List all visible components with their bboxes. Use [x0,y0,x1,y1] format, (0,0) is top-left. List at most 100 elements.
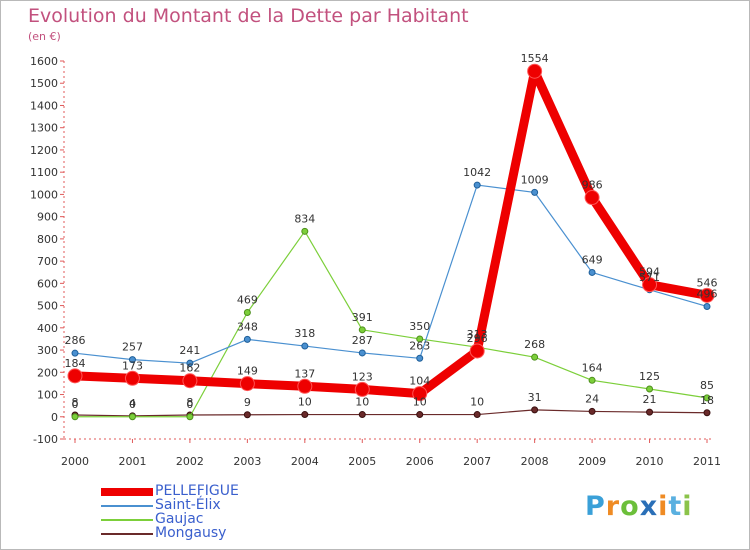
data-point-gaujac [703,394,711,402]
data-label-gaujac: 268 [524,338,545,351]
x-tick-label: 2011 [693,455,721,468]
data-point-saint-elix [358,349,366,357]
proxiti-logo[interactable]: Proxiti [585,491,693,522]
data-point-saint-elix [703,302,711,310]
y-tick-label: 1100 [30,166,58,179]
data-label-gaujac: 0 [72,398,79,411]
data-label-gaujac: 313 [467,328,488,341]
data-label-saint-elix: 1042 [463,166,491,179]
y-tick-label: 700 [37,255,58,268]
data-point-mongausy [416,411,424,419]
data-label-mongausy: 18 [700,394,714,407]
y-tick-label: 900 [37,211,58,224]
data-label-saint-elix: 287 [352,334,373,347]
data-label-mongausy: 10 [298,396,312,409]
data-point-mongausy [703,409,711,417]
legend-label: PELLEFIGUE [155,483,239,499]
data-point-saint-elix [416,354,424,362]
data-point-gaujac [588,376,596,384]
data-point-saint-elix [588,268,596,276]
y-tick-label: 1500 [30,77,58,90]
data-label-saint-elix: 241 [179,344,200,357]
data-label-saint-elix: 496 [697,287,718,300]
data-label-mongausy: 10 [355,396,369,409]
y-tick-label: 300 [37,344,58,357]
data-label-saint-elix: 318 [294,327,315,340]
data-label-gaujac: 391 [352,311,373,324]
data-point-mongausy [646,408,654,416]
data-label-saint-elix: 649 [582,253,603,266]
y-tick-label: 1600 [30,55,58,68]
x-tick-label: 2001 [118,455,146,468]
data-point-saint-elix [243,335,251,343]
series-line-mongausy [74,409,708,417]
data-point-pellefigue [699,287,715,303]
x-tick-label: 2010 [636,455,664,468]
data-point-pellefigue [469,343,485,359]
data-label-gaujac: 834 [294,212,315,225]
data-point-saint-elix [71,349,79,357]
data-label-pellefigue: 546 [697,276,718,289]
data-label-saint-elix: 257 [122,341,143,354]
data-label-saint-elix: 286 [65,334,86,347]
data-label-pellefigue: 123 [352,370,373,383]
data-label-pellefigue: 1554 [521,52,549,65]
logo-letter: r [605,491,621,522]
data-label-saint-elix: 348 [237,320,258,333]
y-tick-label: 500 [37,300,58,313]
data-point-mongausy [473,411,481,419]
x-tick-label: 2004 [291,455,319,468]
data-point-gaujac [358,326,366,334]
data-label-saint-elix: 1009 [521,173,549,186]
x-tick-label: 2002 [176,455,204,468]
data-point-saint-elix [186,359,194,367]
data-label-gaujac: 85 [700,379,714,392]
data-label-pellefigue: 149 [237,365,258,378]
data-label-mongausy: 10 [470,396,484,409]
series-line-saint-elix [74,184,708,364]
legend-label: Gaujac [155,511,204,527]
data-label-mongausy: 8 [186,396,193,409]
data-point-saint-elix [128,356,136,364]
data-point-gaujac [71,413,79,421]
data-label-mongausy: 10 [413,396,427,409]
data-point-pellefigue [527,63,543,79]
x-tick-label: 2006 [406,455,434,468]
y-tick-label: 600 [37,277,58,290]
data-label-saint-elix: 263 [409,339,430,352]
y-tick-label: 400 [37,322,58,335]
data-point-pellefigue [67,368,83,384]
data-point-pellefigue [354,381,370,397]
logo-letter: i [658,491,669,522]
data-point-mongausy [358,411,366,419]
x-tick-label: 2005 [348,455,376,468]
data-point-saint-elix [301,342,309,350]
data-point-pellefigue [412,386,428,402]
y-tick-label: 1300 [30,122,58,135]
data-label-gaujac: 350 [409,320,430,333]
data-label-mongausy: 21 [643,393,657,406]
data-label-pellefigue: 162 [179,362,200,375]
axes: -100010020030040050060070080090010001100… [30,55,721,468]
legend-swatch [101,519,153,521]
data-point-mongausy [243,411,251,419]
x-tick-label: 2000 [61,455,89,468]
data-point-mongausy [301,411,309,419]
y-tick-label: 800 [37,233,58,246]
logo-letter: P [585,491,606,522]
data-label-pellefigue: 594 [639,266,660,279]
legend-label: Saint-Élix [155,497,221,513]
legend-label: Mongausy [155,525,227,541]
series-line-pellefigue [70,66,712,399]
y-tick-label: 200 [37,366,58,379]
data-point-gaujac [128,413,136,421]
legend-swatch [101,505,153,507]
y-tick-label: 100 [37,389,58,402]
chart-title: Evolution du Montant de la Dette par Hab… [28,5,469,27]
data-label-mongausy: 9 [244,396,251,409]
data-label-mongausy: 31 [528,391,542,404]
data-point-pellefigue [124,370,140,386]
data-label-mongausy: 24 [585,392,599,405]
